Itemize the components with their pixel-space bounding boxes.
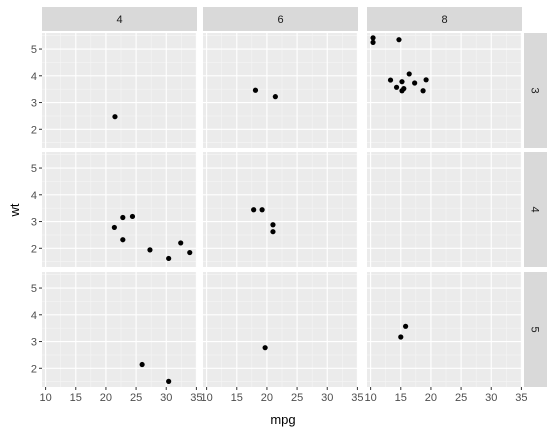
panel-5-6 <box>203 272 358 387</box>
data-point <box>399 79 405 85</box>
data-point <box>402 323 409 329</box>
panel-3-4 <box>42 33 197 148</box>
data-point <box>370 35 376 41</box>
data-point <box>166 255 172 262</box>
panel-3-6 <box>203 33 358 148</box>
x-tick-label: 30 <box>485 392 497 404</box>
panel-background <box>42 152 197 267</box>
data-point <box>139 361 145 368</box>
row-strip-label-4: 4 <box>529 206 541 212</box>
panel-background <box>42 33 197 148</box>
col-strip-label-4: 4 <box>116 14 122 26</box>
data-point <box>147 247 153 253</box>
x-tick-label: 20 <box>261 392 273 404</box>
y-tick-label: 3 <box>31 217 37 229</box>
row-strip-label-5: 5 <box>529 326 541 332</box>
row-strip-5 <box>524 272 547 387</box>
x-tick-label: 30 <box>160 392 172 404</box>
panel-background <box>203 272 358 387</box>
data-point <box>370 39 376 45</box>
y-tick-label: 5 <box>31 283 37 295</box>
data-point <box>423 77 429 83</box>
col-strip-4 <box>42 7 197 31</box>
x-tick-label: 15 <box>395 392 407 404</box>
x-tick-label: 15 <box>70 392 82 404</box>
data-point <box>166 378 172 384</box>
x-axis-title: mpg <box>270 412 295 427</box>
y-tick-label: 4 <box>31 71 37 83</box>
data-point <box>259 207 265 213</box>
panel-background <box>367 272 522 387</box>
y-tick-label: 5 <box>31 163 37 175</box>
data-point <box>398 334 404 340</box>
data-point <box>270 222 276 228</box>
x-tick-label: 35 <box>190 392 202 404</box>
data-point <box>178 240 184 246</box>
x-tick-label: 25 <box>130 392 142 404</box>
y-tick-label: 4 <box>31 190 37 202</box>
x-tick-label: 25 <box>291 392 303 404</box>
panel-5-8 <box>367 272 522 387</box>
data-point <box>406 71 412 77</box>
data-point <box>129 213 136 220</box>
data-point <box>262 345 268 351</box>
row-strip-3 <box>524 33 547 148</box>
x-tick-label: 10 <box>200 392 212 404</box>
y-tick-label: 4 <box>31 310 37 322</box>
y-tick-label: 5 <box>31 44 37 56</box>
y-tick-label: 3 <box>31 337 37 349</box>
data-point <box>187 249 193 256</box>
y-axis-title: wt <box>7 203 22 217</box>
data-point <box>112 114 118 120</box>
panel-background <box>203 33 358 148</box>
col-strip-label-8: 8 <box>441 14 447 26</box>
data-point <box>120 214 126 221</box>
panel-background <box>42 272 197 387</box>
col-strip-6 <box>203 7 358 31</box>
data-point <box>252 87 259 93</box>
panel-4-4 <box>42 152 197 267</box>
data-point <box>396 37 402 43</box>
y-tick-label: 2 <box>31 363 37 375</box>
panel-background <box>367 33 522 148</box>
x-tick-label: 10 <box>364 392 376 404</box>
data-point <box>272 94 278 100</box>
facet-panels <box>42 33 522 387</box>
panel-background <box>367 152 522 267</box>
row-strip-label-3: 3 <box>529 87 541 93</box>
y-tick-label: 2 <box>31 243 37 255</box>
x-tick-label: 35 <box>515 392 527 404</box>
col-strip-label-6: 6 <box>277 14 283 26</box>
y-tick-label: 3 <box>31 98 37 110</box>
x-tick-label: 15 <box>231 392 243 404</box>
x-tick-label: 30 <box>321 392 333 404</box>
data-point <box>270 229 276 235</box>
panel-3-8 <box>367 33 522 148</box>
row-strip-4 <box>524 152 547 267</box>
panel-5-4 <box>42 272 197 387</box>
x-tick-label: 20 <box>425 392 437 404</box>
data-point <box>412 80 418 86</box>
data-point <box>120 237 126 243</box>
x-tick-label: 10 <box>39 392 51 404</box>
data-point <box>387 77 394 83</box>
panel-4-8 <box>367 152 522 267</box>
data-point <box>420 88 426 94</box>
y-tick-label: 2 <box>31 124 37 136</box>
panel-background <box>203 152 358 267</box>
col-strip-8 <box>367 7 522 31</box>
data-point <box>393 84 400 90</box>
x-tick-label: 35 <box>351 392 363 404</box>
data-point <box>401 86 407 92</box>
x-tick-label: 20 <box>100 392 112 404</box>
data-point <box>111 224 117 231</box>
data-point <box>251 207 257 213</box>
facet-strips: 4 6 8 3 4 5 <box>42 7 547 387</box>
x-tick-label: 25 <box>455 392 467 404</box>
panel-4-6 <box>203 152 358 267</box>
